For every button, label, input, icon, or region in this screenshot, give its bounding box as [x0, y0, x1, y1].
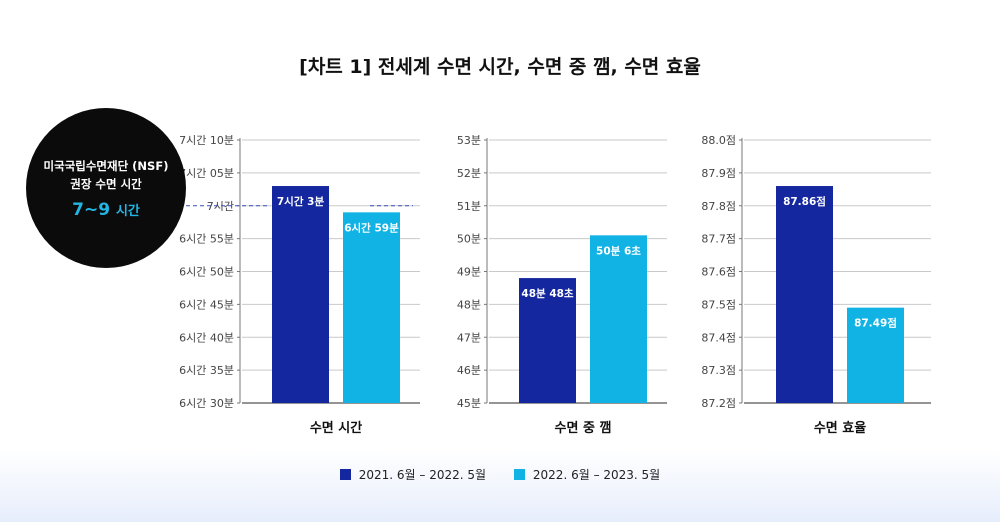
- y-tick-label: 51분: [457, 200, 481, 213]
- chart-title: [차트 1] 전세계 수면 시간, 수면 중 깸, 수면 효율: [299, 56, 701, 78]
- bar: [847, 307, 904, 403]
- badge-caption: 권장 수면 시간: [70, 177, 142, 191]
- y-tick-label: 6시간 45분: [179, 298, 234, 311]
- bar: [519, 278, 576, 403]
- y-tick-label: 6시간 55분: [179, 233, 234, 246]
- bar-value-label: 87.49점: [854, 318, 897, 330]
- bar: [343, 212, 400, 403]
- legend-swatch-series1: [339, 469, 351, 480]
- y-tick-label: 6시간 50분: [179, 266, 234, 279]
- badge-org: 미국국립수면재단 (NSF): [43, 159, 169, 173]
- y-tick-label: 6시간 40분: [179, 331, 234, 344]
- y-tick-label: 88.0점: [701, 134, 736, 147]
- y-tick-label: 6시간 30분: [179, 397, 234, 410]
- bar: [272, 186, 329, 403]
- badge-unit: 시간: [115, 204, 140, 219]
- y-tick-label: 53분: [457, 134, 481, 147]
- y-tick-label: 7시간 05분: [179, 167, 234, 180]
- y-tick-label: 49분: [457, 266, 481, 279]
- y-tick-label: 52분: [457, 167, 481, 180]
- bar-value-label: 87.86점: [783, 196, 826, 208]
- y-tick-label: 87.9점: [701, 167, 736, 180]
- bar-value-label: 6시간 59분: [344, 221, 399, 234]
- nsf-recommendation-badge: 미국국립수면재단 (NSF) 권장 수면 시간 7~9 시간: [26, 108, 186, 268]
- x-category-label: 수면 시간: [310, 420, 362, 436]
- x-category-label: 수면 효율: [814, 420, 866, 436]
- y-tick-label: 46분: [457, 364, 481, 377]
- badge-value: 7~9 시간: [26, 200, 186, 220]
- y-tick-label: 87.3점: [701, 364, 736, 377]
- y-tick-label: 87.2점: [701, 397, 736, 410]
- bar-value-label: 48분 48초: [521, 287, 574, 300]
- y-tick-label: 48분: [457, 298, 481, 311]
- y-tick-label: 87.6점: [701, 266, 736, 279]
- legend-label-series1: 2021. 6월 – 2022. 5월: [358, 468, 487, 482]
- y-tick-label: 87.8점: [701, 200, 736, 213]
- y-tick-label: 45분: [457, 397, 481, 410]
- legend: 2021. 6월 – 2022. 5월 2022. 6월 – 2023. 5월: [0, 466, 1000, 483]
- bar-value-label: 50분 6초: [596, 244, 641, 257]
- y-tick-label: 50분: [457, 233, 481, 246]
- y-tick-label: 7시간 10분: [179, 134, 234, 147]
- y-tick-label: 47분: [457, 331, 481, 344]
- x-category-label: 수면 중 깸: [555, 420, 612, 436]
- legend-item-series1: 2021. 6월 – 2022. 5월: [339, 466, 487, 483]
- y-tick-label: 6시간 35분: [179, 364, 234, 377]
- y-tick-label: 87.7점: [701, 233, 736, 246]
- legend-swatch-series2: [513, 469, 525, 480]
- y-tick-label: 87.5점: [701, 298, 736, 311]
- legend-item-series2: 2022. 6월 – 2023. 5월: [513, 466, 661, 483]
- bar: [590, 235, 647, 403]
- y-tick-label: 87.4점: [701, 331, 736, 344]
- legend-label-series2: 2022. 6월 – 2023. 5월: [532, 468, 661, 482]
- badge-range: 7~9: [72, 200, 111, 220]
- bar: [776, 186, 833, 403]
- bar-value-label: 7시간 3분: [277, 195, 325, 208]
- y-tick-label: 7시간: [207, 200, 234, 213]
